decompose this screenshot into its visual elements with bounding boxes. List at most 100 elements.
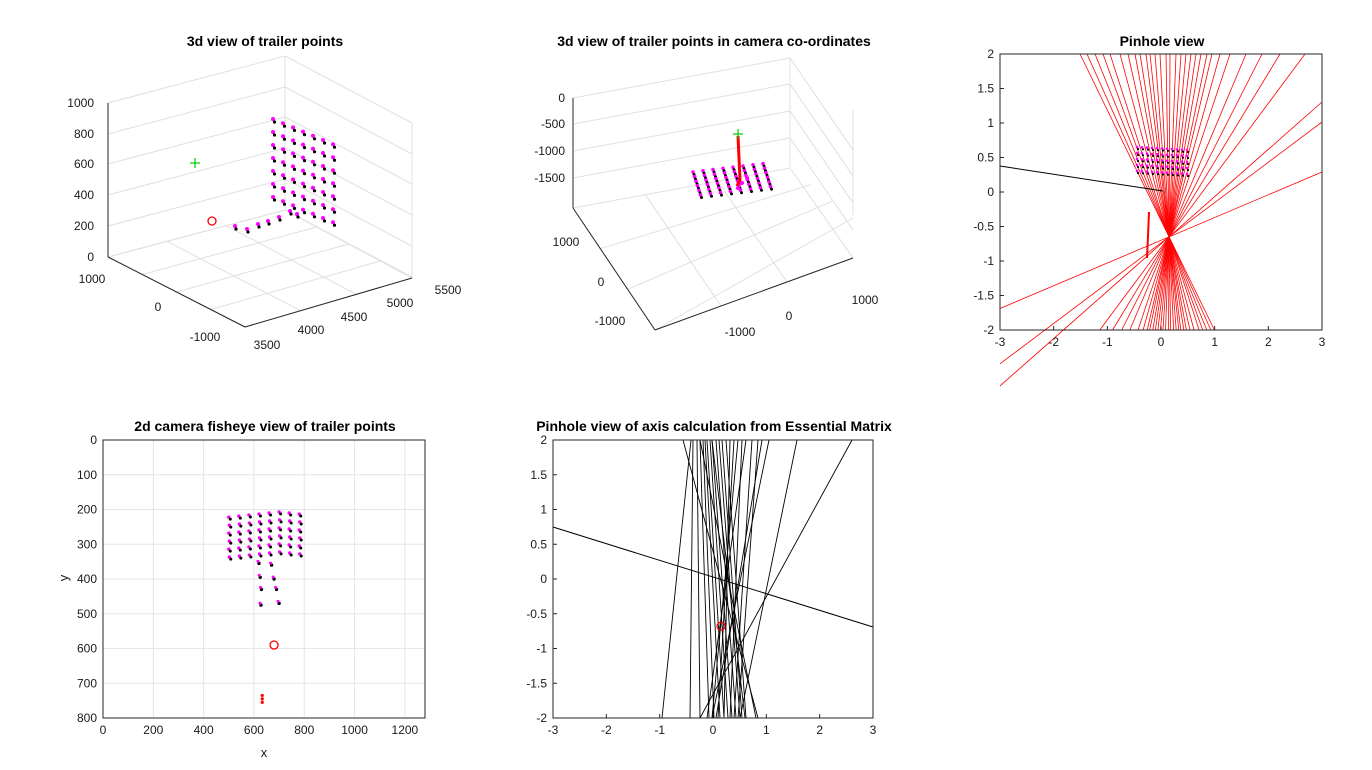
fisheye-point <box>259 554 262 557</box>
projected-point <box>1152 155 1154 157</box>
fisheye-point <box>259 531 262 534</box>
grid-line <box>108 56 285 103</box>
trailer-point <box>321 138 325 142</box>
projected-point <box>1177 156 1179 158</box>
fisheye-point <box>259 515 262 518</box>
projected-point <box>1182 157 1184 159</box>
x-tick-label: 600 <box>244 723 264 737</box>
fisheye-point <box>279 528 282 531</box>
y-tick-label: 2 <box>987 47 994 61</box>
trailer-point <box>313 215 316 218</box>
grid-line <box>285 56 412 123</box>
projected-point <box>1137 160 1139 162</box>
x-tick-label: 4000 <box>298 323 325 337</box>
grid-line <box>790 138 853 230</box>
trailer-point <box>301 169 305 173</box>
trailer-point <box>281 173 285 177</box>
y-tick-label: 100 <box>77 468 97 482</box>
trailer-point <box>311 134 315 138</box>
z-tick-label: -500 <box>541 117 565 131</box>
trailer-point <box>710 195 713 198</box>
trailer-point <box>760 189 763 192</box>
fisheye-point <box>259 538 262 541</box>
trailer-point <box>281 186 285 190</box>
x-tick-label: 5500 <box>435 283 462 297</box>
trailer-point <box>313 137 316 140</box>
trailer-point <box>301 182 305 186</box>
grid-line <box>108 117 285 164</box>
towbar-point <box>295 212 299 216</box>
fisheye-point <box>289 529 292 532</box>
trailer-point <box>311 147 315 151</box>
x-tick-label: -1000 <box>725 325 756 339</box>
trailer-point <box>281 147 285 151</box>
x-tick-label: 0 <box>786 309 793 323</box>
trailer-point <box>283 151 286 154</box>
fisheye-point <box>269 529 272 532</box>
fisheye-point <box>229 534 232 537</box>
trailer-point <box>333 146 336 149</box>
trailer-point <box>271 195 275 199</box>
y-tick-label: -2 <box>536 711 547 725</box>
trailer-point <box>311 199 315 203</box>
plot1-title: 3d view of trailer points <box>187 33 344 49</box>
trailer-point <box>291 151 295 155</box>
y-tick-label: 1.5 <box>977 82 994 96</box>
projected-point <box>1177 150 1179 152</box>
towbar-point <box>258 574 261 577</box>
trailer-point <box>273 133 276 136</box>
trailer-point <box>730 192 733 195</box>
y-tick-label: 400 <box>77 572 97 586</box>
towbar-point <box>278 218 281 221</box>
trailer-point <box>291 164 295 168</box>
axis-candidate-line <box>697 440 700 718</box>
projected-point <box>1157 149 1159 151</box>
trailer-point <box>333 211 336 214</box>
trailer-point <box>283 177 286 180</box>
trailer-point <box>273 172 276 175</box>
trailer-point <box>323 154 326 157</box>
epipolar-line <box>1138 54 1230 330</box>
projected-point <box>1137 172 1139 174</box>
plot5-lines <box>553 440 873 718</box>
y-tick-label: 600 <box>77 642 97 656</box>
fisheye-point <box>249 540 252 543</box>
trailer-point <box>281 134 285 138</box>
plot4-axes: 0200400600800100012000100200300400500600… <box>77 433 425 737</box>
projected-point <box>1177 174 1179 176</box>
projected-point <box>1157 173 1159 175</box>
projected-point <box>1182 169 1184 171</box>
trailer-point <box>331 142 335 146</box>
projected-point <box>1157 161 1159 163</box>
trailer-point <box>311 160 315 164</box>
plot-3d-trailer-points: 3d view of trailer points 02004006008001… <box>67 33 461 352</box>
grid-line <box>285 210 412 278</box>
projected-point <box>1187 157 1189 159</box>
trailer-point <box>271 143 275 147</box>
fisheye-point <box>270 521 273 524</box>
fisheye-point <box>249 532 252 535</box>
y-tick-label: 0.5 <box>530 537 547 551</box>
trailer-point <box>333 185 336 188</box>
fisheye-point <box>300 523 303 526</box>
y-tick-label: 1 <box>540 503 547 517</box>
trailer-point <box>333 198 336 201</box>
trailer-point <box>271 182 275 186</box>
y-tick-label: 0 <box>987 185 994 199</box>
trailer-point <box>281 199 285 203</box>
trailer-point <box>283 203 286 206</box>
fisheye-point <box>290 521 293 524</box>
towbar-point <box>288 209 292 213</box>
fisheye-point <box>290 537 293 540</box>
grid-line <box>573 111 790 151</box>
trailer-point <box>323 219 326 222</box>
trailer-point <box>323 193 326 196</box>
towbar-point <box>745 176 749 180</box>
z-tick-label: -1500 <box>534 171 565 185</box>
trailer-point <box>311 186 315 190</box>
fisheye-point <box>239 517 242 520</box>
grid-line <box>645 195 721 306</box>
fisheye-point <box>239 525 242 528</box>
fisheye-point <box>239 557 242 560</box>
fisheye-point <box>269 513 272 516</box>
